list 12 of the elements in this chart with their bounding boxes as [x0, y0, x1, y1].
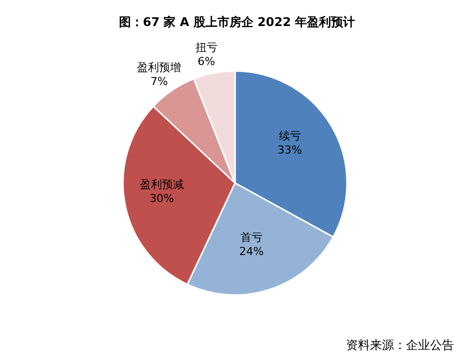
- data-label: 24%: [239, 245, 264, 258]
- text: 资料来源：企业公告: [346, 337, 454, 354]
- data-label: 6%: [198, 55, 216, 68]
- slice-label: 盈利预减: [140, 178, 184, 192]
- data-label: 33%: [278, 144, 302, 157]
- data-label: 7%: [150, 74, 168, 88]
- slice-label: 盈利预增: [137, 60, 182, 74]
- slice-label: 首亏: [240, 231, 262, 244]
- slice-label: 扭亏: [195, 41, 218, 54]
- chart-title: 图：67 家 A 股上市房企 2022 年盈利预计: [118, 14, 356, 31]
- slice-label: 续亏: [278, 130, 301, 143]
- data-label: 30%: [150, 192, 174, 206]
